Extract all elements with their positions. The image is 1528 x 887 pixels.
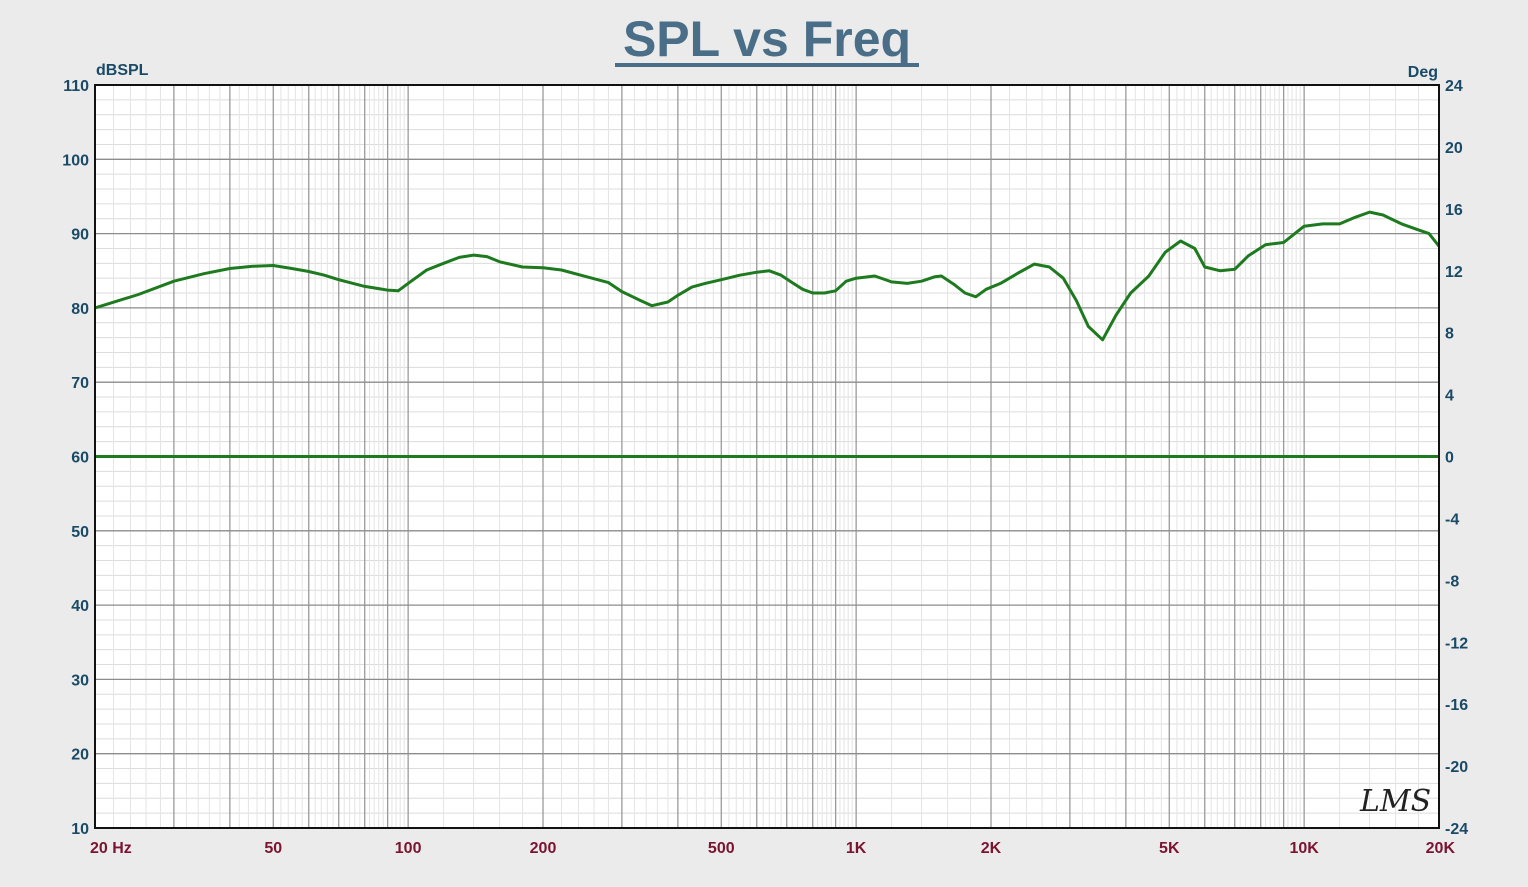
x-tick-label: 20K xyxy=(1426,840,1456,857)
left-tick-label: 90 xyxy=(71,227,89,244)
right-tick-label: -4 xyxy=(1445,511,1459,528)
x-tick-label: 1K xyxy=(846,840,867,857)
x-tick-label: 5K xyxy=(1159,840,1180,857)
left-tick-label: 10 xyxy=(71,821,89,838)
series-line-1 xyxy=(94,210,1441,342)
left-tick-label: 50 xyxy=(71,524,89,541)
right-tick-label: 16 xyxy=(1445,202,1463,219)
right-tick-label: 24 xyxy=(1445,78,1463,95)
left-tick-label: 100 xyxy=(62,152,89,169)
x-axis-ticks: 20 Hz 50 100 200 500 1K 2K 5K 10K 20K xyxy=(90,840,1455,857)
left-axis-unit: dBSPL xyxy=(96,62,149,79)
right-tick-label: 0 xyxy=(1445,450,1454,467)
right-tick-label: 12 xyxy=(1445,264,1463,281)
left-axis-ticks: 110 100 90 80 70 60 50 40 30 20 10 xyxy=(62,78,89,838)
left-tick-label: 70 xyxy=(71,375,89,392)
right-tick-label: -8 xyxy=(1445,573,1459,590)
right-axis-ticks: 24 20 16 12 8 4 0 -4 -8 -12 -16 -20 -24 xyxy=(1445,78,1468,838)
right-tick-label: -24 xyxy=(1445,821,1468,838)
lms-watermark: LMS xyxy=(1359,784,1431,819)
x-tick-label: 500 xyxy=(708,840,735,857)
left-tick-label: 110 xyxy=(63,78,89,95)
right-tick-label: -20 xyxy=(1445,759,1468,776)
chart-title: SPL vs Freq xyxy=(623,11,911,67)
right-tick-label: 8 xyxy=(1445,326,1454,343)
title-underline xyxy=(615,63,919,67)
right-tick-label: -12 xyxy=(1445,635,1468,652)
series-layer xyxy=(94,210,1441,458)
left-tick-label: 80 xyxy=(71,301,89,318)
x-tick-label: 2K xyxy=(981,840,1002,857)
left-tick-label: 60 xyxy=(71,450,89,467)
right-tick-label: 20 xyxy=(1445,140,1463,157)
left-tick-label: 30 xyxy=(71,672,89,689)
right-tick-label: 4 xyxy=(1445,388,1454,405)
plot-frame xyxy=(94,84,1440,829)
x-tick-label: 100 xyxy=(395,840,422,857)
right-tick-label: -16 xyxy=(1445,697,1468,714)
x-tick-label: 200 xyxy=(530,840,557,857)
x-tick-label: 50 xyxy=(264,840,282,857)
right-axis-unit: Deg xyxy=(1408,64,1438,81)
x-tick-label: 20 Hz xyxy=(90,840,132,857)
left-tick-label: 40 xyxy=(71,598,89,615)
x-tick-label: 10K xyxy=(1289,840,1319,857)
left-tick-label: 20 xyxy=(71,747,89,764)
